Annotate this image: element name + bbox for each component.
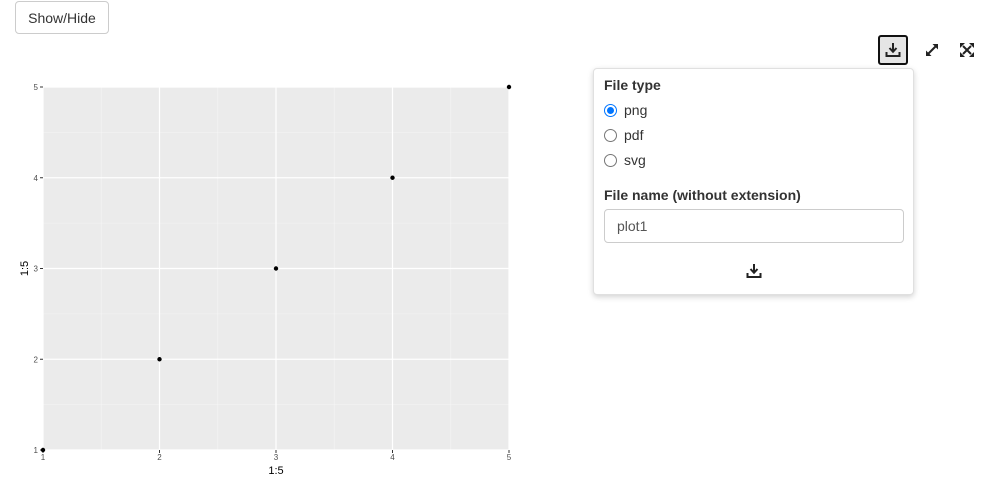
y-tick-label: 2	[34, 355, 39, 364]
x-tick-label: 5	[507, 453, 512, 462]
y-tick-label: 1	[34, 446, 39, 455]
x-tick-label: 2	[157, 453, 162, 462]
file-type-option-png[interactable]: png	[604, 100, 647, 120]
x-tick-label: 1	[41, 453, 46, 462]
file-type-label: File type	[604, 77, 661, 93]
y-tick-label: 5	[34, 83, 39, 92]
scatter-plot: 1 2 3 4 5 1 2 3 4 5 1:5 1:5	[19, 83, 512, 477]
radio-label-png: png	[624, 102, 648, 118]
radio-label-pdf: pdf	[624, 127, 644, 143]
x-tick-label: 4	[390, 453, 395, 462]
file-type-option-pdf[interactable]: pdf	[604, 125, 643, 145]
data-point	[390, 175, 395, 180]
y-axis-title: 1:5	[19, 261, 31, 276]
x-tick-label: 3	[274, 453, 279, 462]
data-point	[157, 357, 162, 362]
y-tick-label: 4	[34, 174, 39, 183]
x-axis-title: 1:5	[268, 465, 283, 477]
data-point	[506, 84, 512, 90]
file-name-label: File name (without extension)	[604, 187, 801, 203]
download-toolbar-button[interactable]	[878, 35, 908, 65]
file-name-input[interactable]	[604, 209, 904, 243]
fullscreen-icon	[959, 42, 975, 58]
radio-label-svg: svg	[624, 152, 646, 168]
file-type-option-svg[interactable]: svg	[604, 150, 646, 170]
expand-icon	[924, 42, 940, 58]
show-hide-button[interactable]: Show/Hide	[15, 1, 109, 34]
plot-toolbar	[878, 35, 980, 65]
download-icon	[885, 42, 901, 58]
expand-toolbar-button[interactable]	[917, 35, 947, 65]
radio-pdf[interactable]	[604, 128, 617, 142]
data-point	[273, 266, 279, 271]
download-options-panel: File type png pdf svg File name (without…	[593, 68, 914, 295]
download-submit-button[interactable]	[744, 263, 764, 283]
radio-svg[interactable]	[604, 153, 617, 167]
download-icon	[746, 263, 762, 284]
radio-png[interactable]	[604, 103, 617, 117]
y-tick-label: 3	[34, 265, 39, 274]
data-point	[40, 447, 46, 453]
fullscreen-toolbar-button[interactable]	[952, 35, 982, 65]
